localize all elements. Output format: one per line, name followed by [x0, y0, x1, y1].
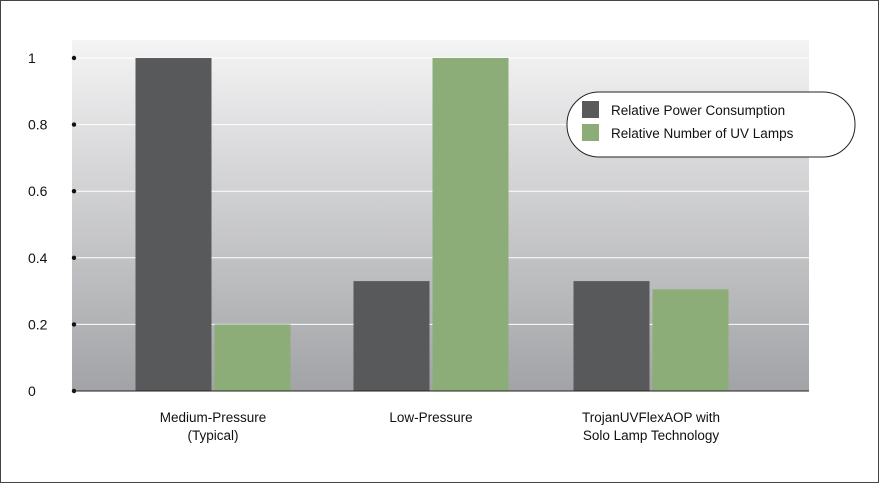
y-tick-mark [71, 122, 77, 127]
legend-label: Relative Number of UV Lamps [611, 126, 794, 141]
x-axis-labels: Medium-Pressure (Typical) Low-Pressure Troj… [160, 410, 720, 443]
bars [135, 58, 729, 391]
y-tick-label: 0 [28, 383, 36, 399]
y-tick-label: 0.8 [28, 117, 48, 133]
legend-swatch [582, 101, 599, 118]
y-axis: 0 0.2 0.4 0.6 0.8 1 [28, 50, 809, 399]
legend-box [566, 91, 856, 158]
x-category-label: (Typical) [187, 428, 238, 443]
bar [573, 281, 650, 391]
y-tick-label: 0.2 [28, 316, 48, 332]
x-category-label: TrojanUVFlexAOP with [582, 410, 720, 425]
y-tick-mark [71, 322, 77, 327]
bar [432, 58, 509, 391]
legend-label: Relative Power Consumption [611, 103, 785, 118]
bar [135, 58, 212, 391]
y-tick-mark [71, 255, 77, 260]
y-tick-label: 1 [28, 50, 36, 66]
legend-swatch [582, 124, 599, 141]
y-tick-label: 0.6 [28, 183, 48, 199]
y-tick-mark [71, 189, 77, 194]
x-category-label: Medium-Pressure [160, 410, 267, 425]
bar [214, 324, 291, 391]
x-category-label: Solo Lamp Technology [583, 428, 720, 443]
y-tick-mark [71, 55, 77, 61]
bar [353, 281, 430, 391]
bar [652, 289, 729, 391]
x-category-label: Low-Pressure [389, 410, 472, 425]
y-tick-label: 0.4 [28, 250, 48, 266]
legend: Relative Power Consumption Relative Numbe… [566, 91, 856, 158]
